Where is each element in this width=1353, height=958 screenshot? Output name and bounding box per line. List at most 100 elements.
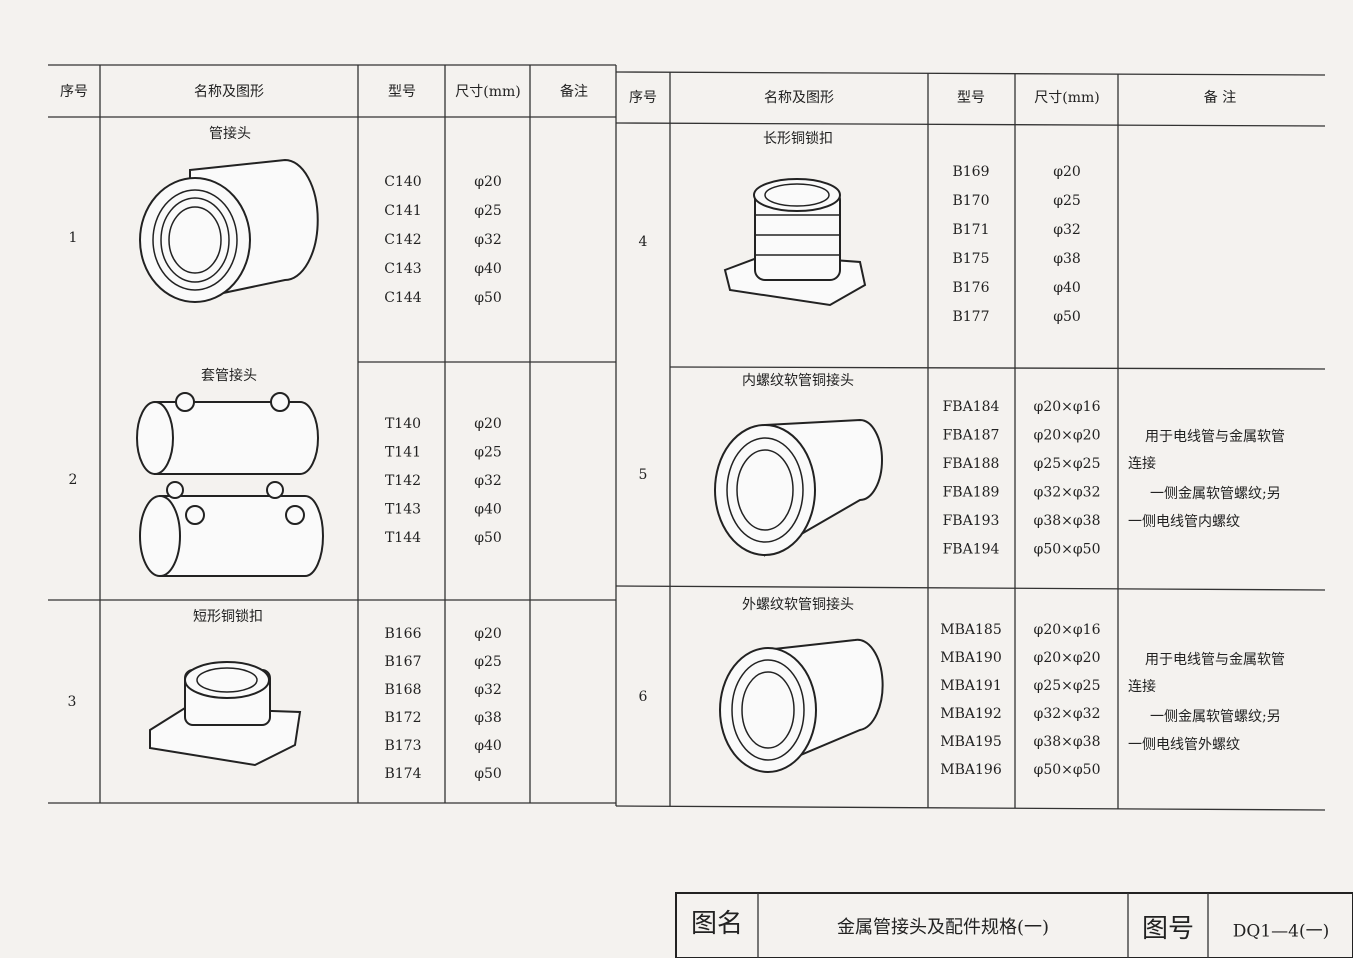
size: φ32×φ32: [1034, 485, 1101, 501]
size: φ40: [1053, 280, 1081, 296]
size: φ25×φ25: [1034, 678, 1101, 694]
footer-title: 金属管接头及配件规格(一): [837, 917, 1049, 938]
female-hose-connector-drawing: [714, 418, 883, 557]
note-line: 连接: [1128, 455, 1156, 472]
size: φ32: [474, 682, 502, 698]
size: φ50: [1053, 309, 1081, 325]
size: φ20×φ20: [1034, 428, 1101, 444]
size: φ20: [474, 416, 502, 432]
model: B166: [384, 626, 421, 642]
size: φ40: [474, 261, 502, 277]
column-header: 备 注: [1204, 89, 1236, 106]
size: φ32: [1053, 222, 1081, 238]
size: φ20: [1053, 164, 1081, 180]
model: C141: [384, 203, 421, 219]
table-lines: [48, 64, 1326, 811]
column-header: 名称及图形: [764, 90, 834, 106]
note-line: 连接: [1128, 678, 1156, 695]
item-name: 外螺纹软管铜接头: [742, 596, 854, 613]
model: MBA191: [940, 678, 1001, 694]
size: φ20×φ20: [1034, 650, 1101, 666]
size: φ25×φ25: [1034, 456, 1101, 472]
size: φ50: [474, 530, 502, 546]
item-name: 长形铜锁扣: [763, 131, 833, 147]
pipe-coupling-drawing: [139, 158, 319, 303]
model: FBA193: [943, 513, 1000, 529]
model: B175: [952, 251, 989, 267]
model: FBA194: [943, 542, 1000, 558]
model: FBA189: [943, 485, 1000, 501]
column-header: 序号: [60, 84, 88, 100]
column-header: 名称及图形: [194, 84, 264, 100]
footer-label: 图号: [1142, 914, 1194, 944]
size: φ38: [474, 710, 502, 726]
size: φ20: [474, 626, 502, 642]
column-header: 型号: [957, 90, 985, 106]
size: φ38×φ38: [1034, 734, 1101, 750]
model: MBA196: [940, 762, 1002, 778]
size: φ40: [474, 738, 502, 754]
size: φ25: [474, 445, 502, 461]
model: B170: [952, 193, 989, 209]
size: φ20: [474, 174, 502, 190]
footer-frame: [675, 892, 1353, 958]
size: φ25: [474, 203, 502, 219]
size: φ32×φ32: [1034, 706, 1101, 722]
model: B172: [384, 710, 421, 726]
model: C142: [384, 232, 421, 248]
model: T140: [385, 416, 421, 432]
column-header: 尺寸(mm): [1034, 90, 1099, 106]
model: C143: [384, 261, 421, 277]
size: φ50×φ50: [1034, 542, 1101, 558]
size: φ38: [1053, 251, 1081, 267]
size: φ50×φ50: [1034, 762, 1101, 778]
size: φ25: [1053, 193, 1081, 209]
size: φ32: [474, 232, 502, 248]
male-hose-connector-drawing: [719, 638, 884, 773]
size: φ20×φ16: [1034, 622, 1101, 638]
model: T142: [385, 473, 421, 489]
model: B173: [384, 738, 421, 754]
footer-label: 图名: [691, 909, 743, 939]
model: C144: [384, 290, 422, 306]
note-line: 一侧电线管外螺纹: [1128, 737, 1240, 753]
size: φ38×φ38: [1034, 513, 1101, 529]
column-header: 型号: [388, 84, 416, 100]
model: MBA190: [940, 650, 1001, 666]
model: MBA192: [940, 706, 1001, 722]
model: C140: [384, 174, 421, 190]
size: φ40: [474, 502, 502, 518]
note-line: 一侧电线管内螺纹: [1128, 514, 1240, 530]
item-name: 管接头: [209, 125, 251, 142]
illustrations: [136, 158, 884, 773]
model: MBA195: [940, 734, 1001, 750]
footer-code: DQ1—4(一): [1233, 922, 1329, 942]
column-header: 备注: [560, 83, 588, 100]
note-line: 用于电线管与金属软管: [1145, 429, 1285, 445]
short-lock-nut-drawing: [149, 661, 302, 767]
model: MBA185: [940, 622, 1001, 638]
size: φ20×φ16: [1034, 399, 1101, 415]
model: B174: [384, 766, 421, 782]
item-name: 套管接头: [201, 367, 257, 384]
row-number: 1: [69, 230, 78, 246]
model: B176: [952, 280, 989, 296]
model: T143: [385, 502, 421, 518]
size: φ32: [474, 473, 502, 489]
row-number: 5: [639, 467, 648, 483]
row-number: 2: [69, 472, 78, 488]
item-name: 短形铜锁扣: [193, 609, 263, 625]
sleeve-coupling-drawing: [136, 392, 324, 577]
model: B177: [952, 309, 989, 325]
note-line: 一侧金属软管螺纹;另: [1150, 486, 1281, 502]
model: B169: [952, 164, 989, 180]
model: FBA187: [943, 428, 1000, 444]
size: φ50: [474, 766, 502, 782]
size: φ50: [474, 290, 502, 306]
model: T141: [385, 445, 421, 461]
row-number: 4: [639, 234, 648, 250]
note-line: 一侧金属软管螺纹;另: [1150, 709, 1281, 725]
model: B167: [384, 654, 421, 670]
item-name: 内螺纹软管铜接头: [742, 372, 854, 389]
